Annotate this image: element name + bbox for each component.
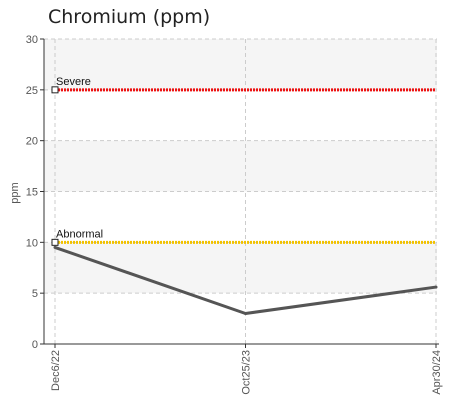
y-tick-labels: 0 5 10 15 20 25 30 [26,34,38,351]
x-tick-label: Oct25/23 [241,350,253,395]
y-tick-label: 15 [26,187,38,199]
y-tick-label: 25 [26,85,38,97]
x-tick-label: Dec6/22 [50,350,62,391]
threshold-lines: Severe Abnormal [51,76,436,246]
x-tick-labels: Dec6/22 Oct25/23 Apr30/24 [50,350,443,395]
axes [40,38,439,348]
threshold-marker [51,238,59,246]
data-point [244,312,247,315]
threshold-label: Abnormal [56,228,103,240]
plot-band [44,242,437,294]
y-tick-label: 0 [32,339,38,351]
x-tick-label: Apr30/24 [431,350,443,395]
chart-title: Chromium (ppm) [48,6,211,28]
plot-band [44,39,437,90]
threshold-label: Severe [56,76,91,88]
data-point [434,285,438,289]
plot-band [44,140,437,192]
y-axis-label: ppm [9,182,21,203]
data-series [53,245,438,315]
data-point [53,245,57,249]
threshold-marker [51,86,59,94]
y-tick-label: 10 [26,237,38,249]
y-tick-label: 30 [26,34,38,46]
y-tick-label: 5 [32,288,38,300]
y-tick-label: 20 [26,136,38,148]
